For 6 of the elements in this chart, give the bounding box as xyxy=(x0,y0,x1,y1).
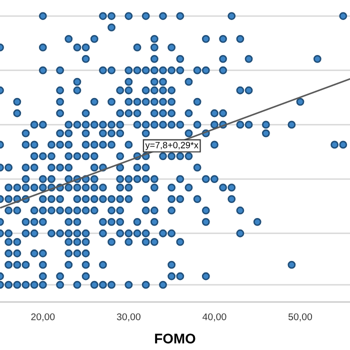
x-tick-label: 30,00 xyxy=(116,313,140,322)
x-axis-title: FOMO xyxy=(155,334,196,344)
x-tick-label: 40,00 xyxy=(202,313,226,322)
x-tick-label: 20,00 xyxy=(31,313,55,322)
x-tick-label: 50,00 xyxy=(288,313,312,322)
annotation: y=7,8+0,29*x xyxy=(145,142,198,150)
